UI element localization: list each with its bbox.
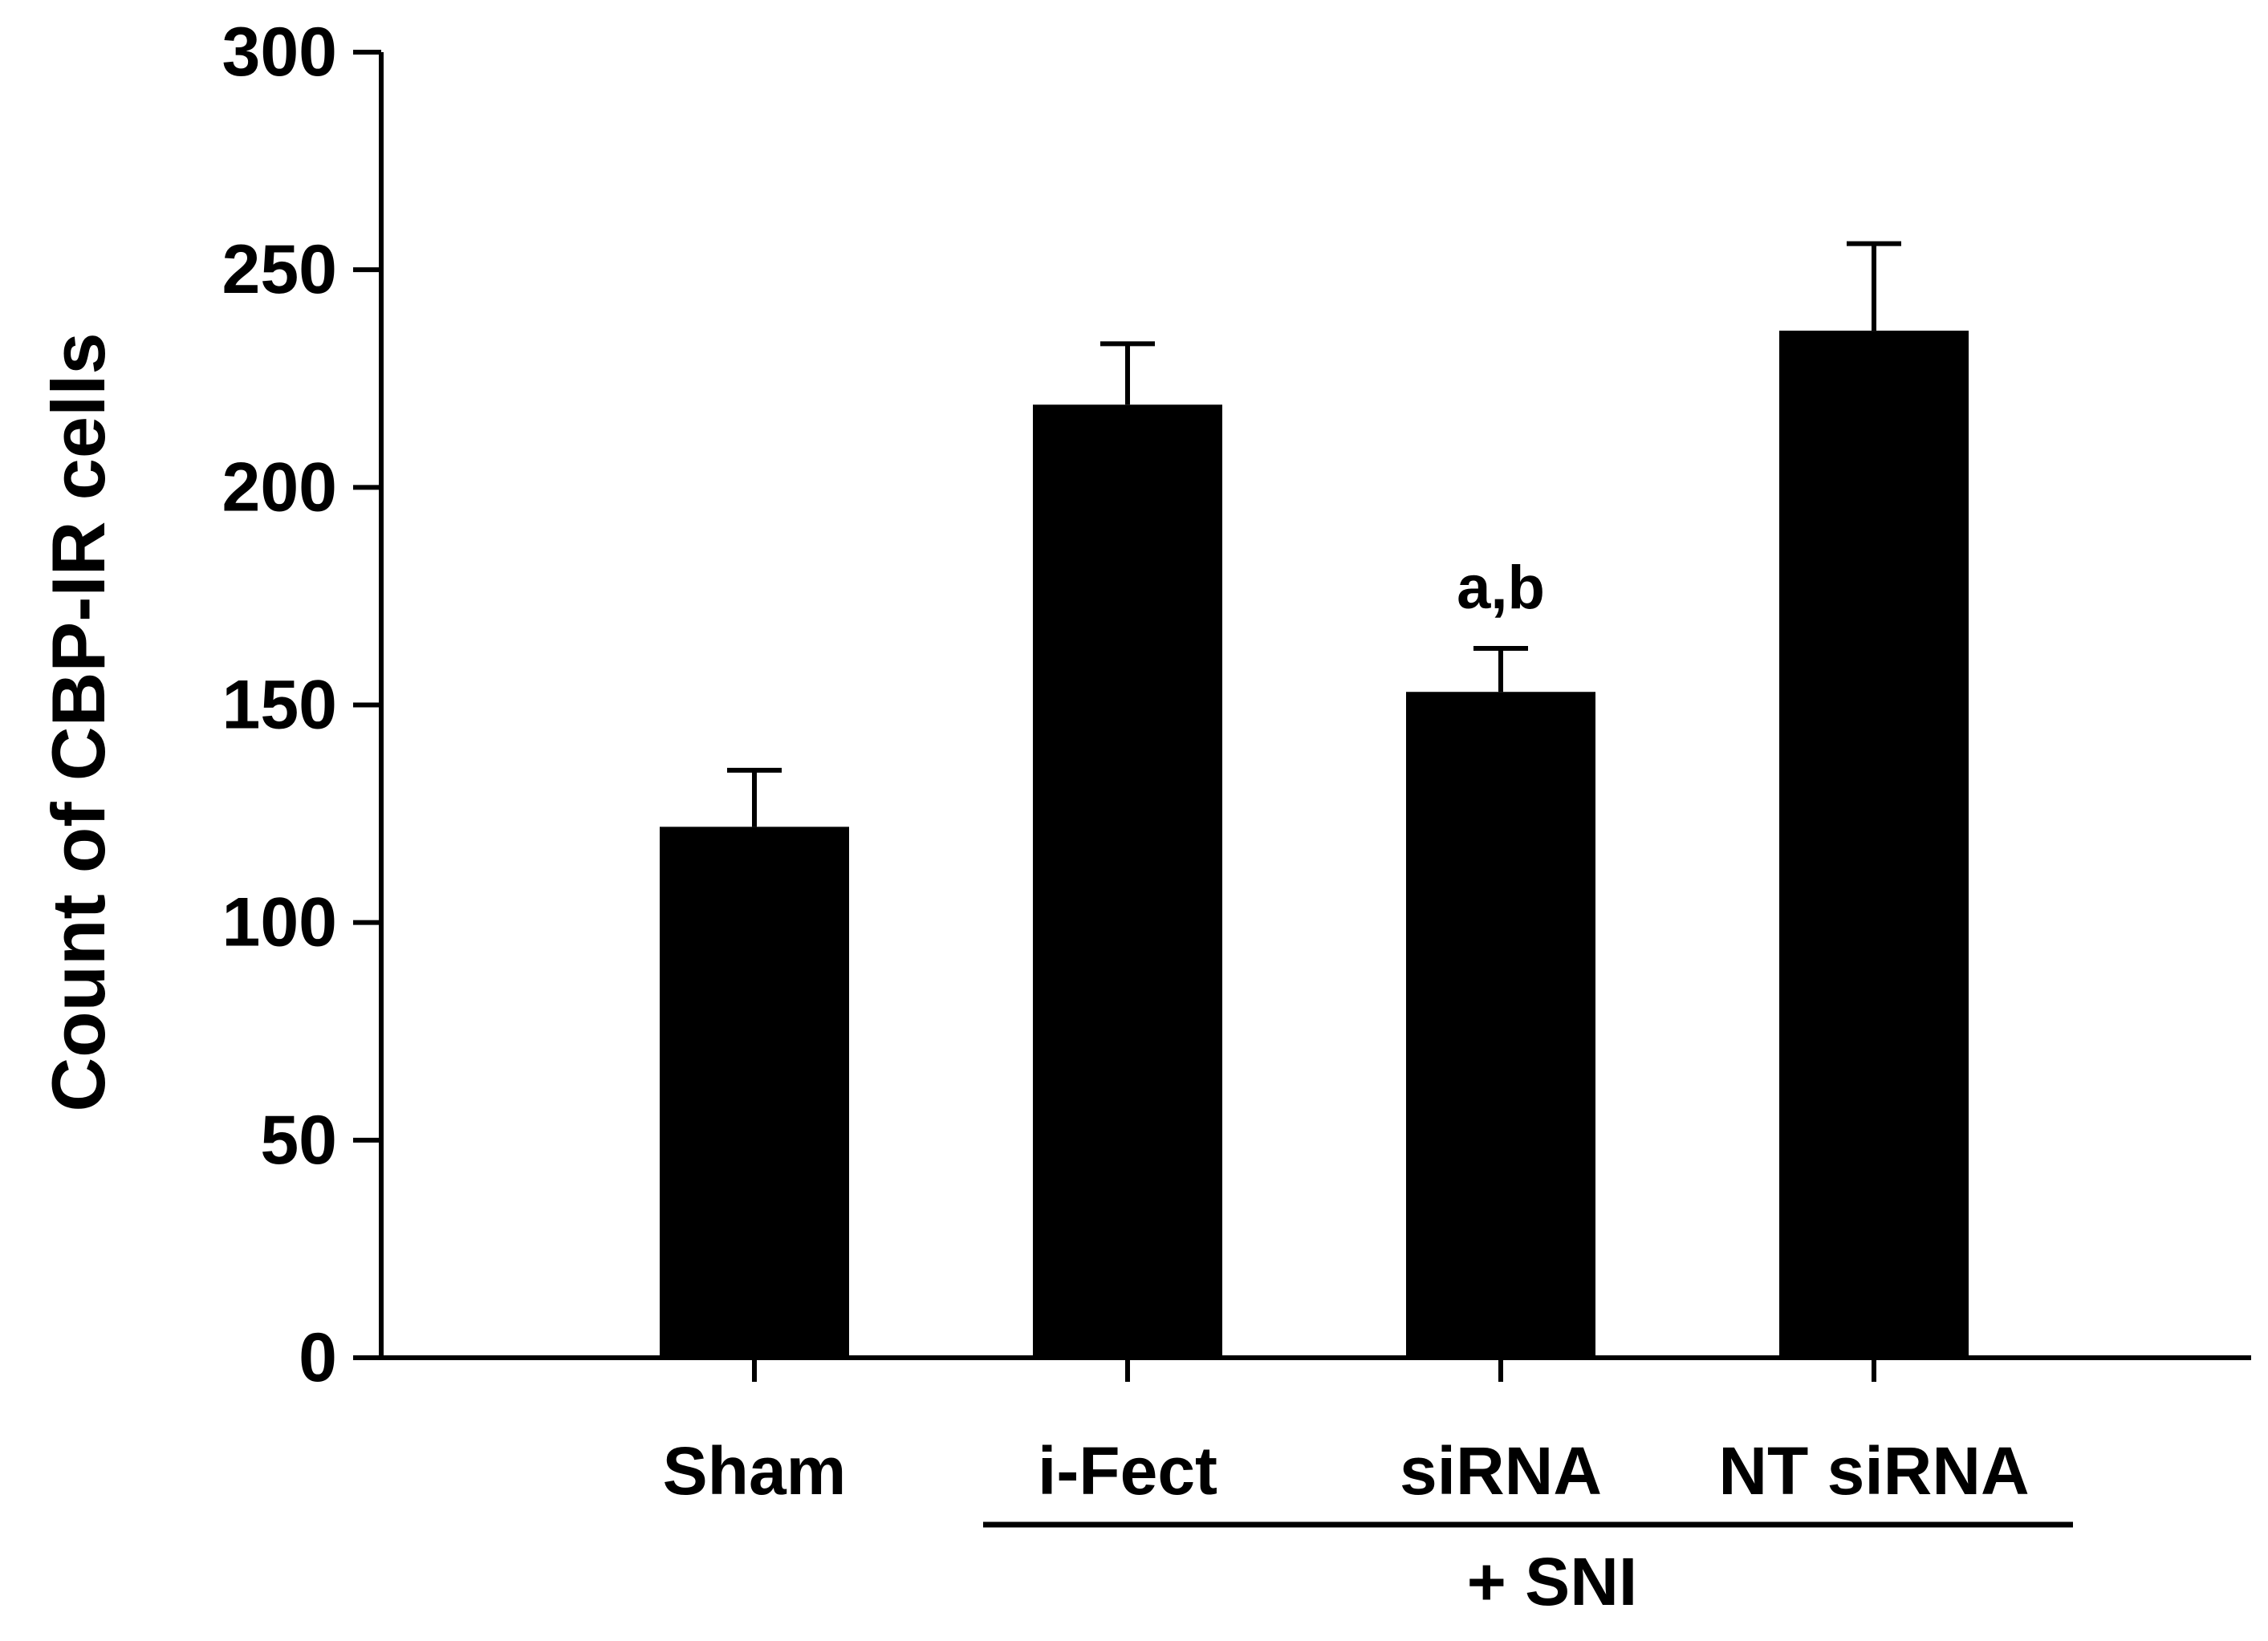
- axes-layer: [353, 50, 2251, 1528]
- x-tick-label-i-fect: i-Fect: [1038, 1433, 1217, 1509]
- y-axis-title-group: Count of CBP-IR cells: [36, 332, 120, 1111]
- y-tick-label-250: 250: [222, 231, 338, 308]
- y-tick-label-200: 200: [222, 449, 338, 526]
- y-tick-label-300: 300: [222, 14, 338, 91]
- y-tick-label-50: 50: [260, 1102, 337, 1179]
- y-axis-title: Count of CBP-IR cells: [36, 332, 120, 1111]
- x-tick-label-sham: Sham: [663, 1433, 847, 1509]
- x-tick-label-sirna: siRNA: [1400, 1433, 1602, 1509]
- y-tick-label-100: 100: [222, 884, 338, 961]
- bar-sham: [660, 827, 849, 1358]
- y-tick-label-150: 150: [222, 667, 338, 744]
- annotation-sirna: a,b: [1457, 554, 1545, 622]
- labels-layer: Sham i-Fect siRNA NT siRNA 0 50 100 150 200 250 30…: [222, 14, 2030, 1619]
- bar-sirna: [1406, 692, 1595, 1358]
- group-label: + SNI: [1467, 1544, 1637, 1619]
- x-tick-label-nt-sirna: NT siRNA: [1718, 1433, 2029, 1509]
- bar-nt-sirna: [1779, 331, 1969, 1359]
- y-tick-label-0: 0: [299, 1319, 337, 1396]
- bar-i-fect: [1033, 404, 1222, 1358]
- bars-layer: [660, 241, 1969, 1359]
